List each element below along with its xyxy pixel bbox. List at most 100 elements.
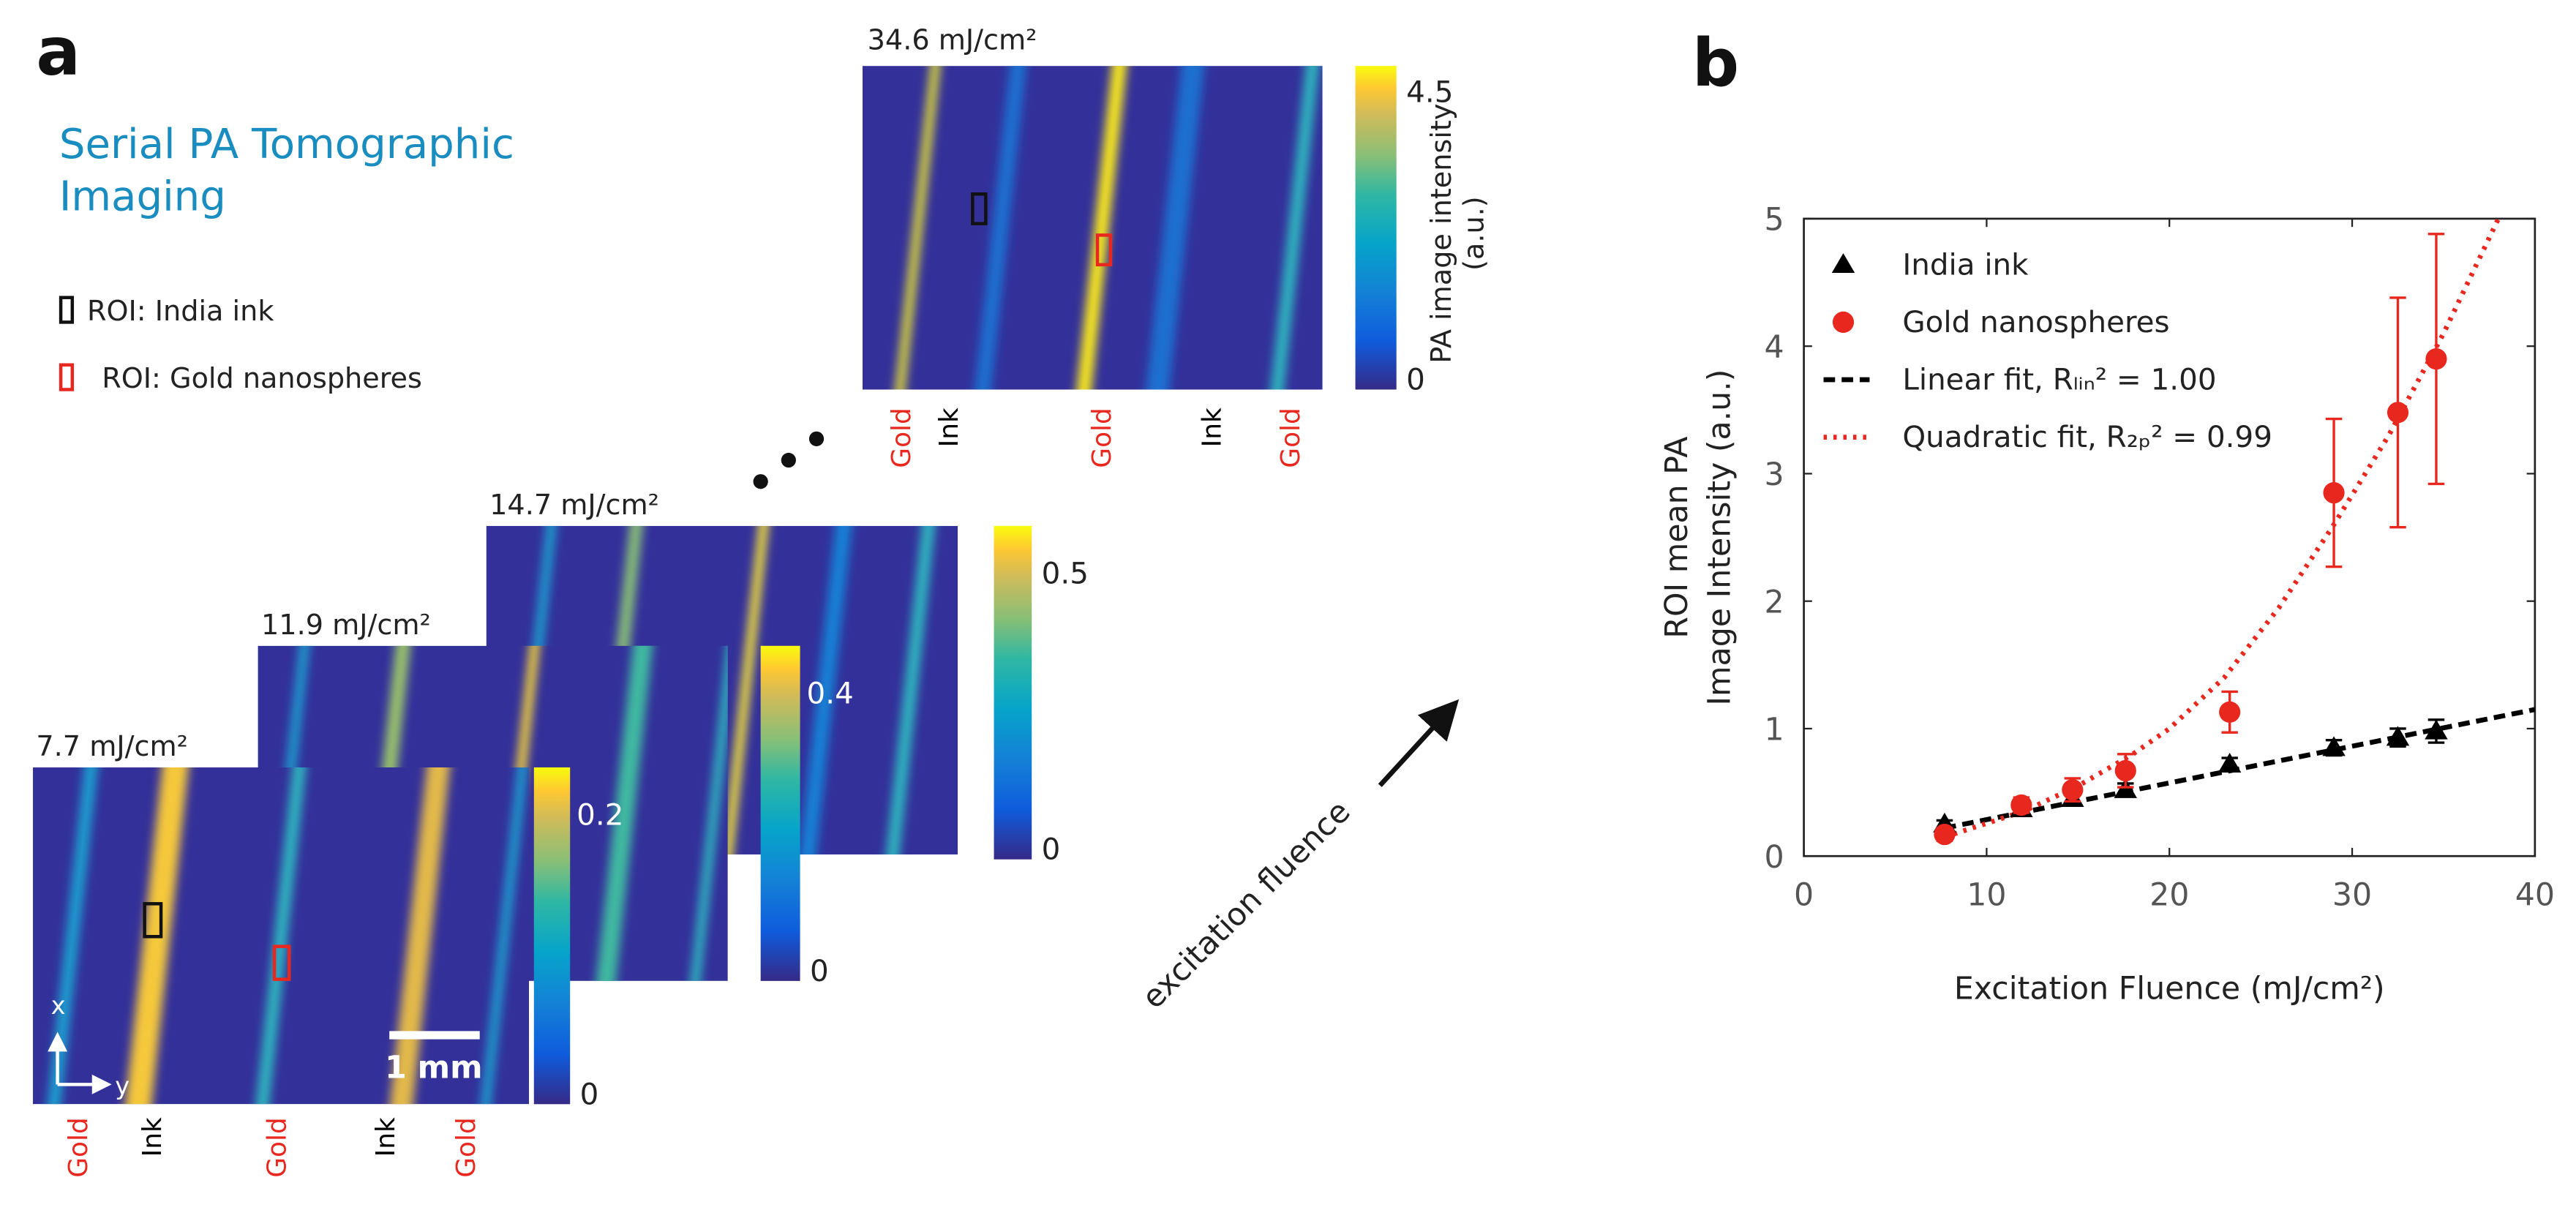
x-tick-label: 10 xyxy=(1967,877,2006,914)
scale-bar-label: 1 mm xyxy=(385,1049,482,1086)
colorbar-label: (a.u.) xyxy=(1459,196,1491,271)
axis-letter: x xyxy=(51,991,66,1020)
panel-title: Imaging xyxy=(59,173,226,221)
roi-legend: ROI: Gold nanospheres xyxy=(102,363,422,395)
point xyxy=(2425,719,2448,740)
colorbar-tick-label: 0.5 xyxy=(1042,555,1089,590)
roi-icon xyxy=(59,363,75,391)
panel-b: b 0 10 20 30 40 0 1 2 3 4 5 Excitation Fluence (mJ/c… xyxy=(1659,26,2555,1007)
point xyxy=(1934,823,1956,846)
roi-legend: ROI: India ink xyxy=(87,296,274,328)
point xyxy=(2062,778,2084,801)
roi-box xyxy=(143,902,163,939)
panel-a: a Serial PA Tomographic Imaging ROI: Ind… xyxy=(32,14,1491,1178)
y-axis-label: ROI mean PA xyxy=(1659,437,1695,639)
colorbar xyxy=(1355,66,1397,390)
legend-marker xyxy=(1831,253,1855,274)
ellipsis-dot xyxy=(781,452,796,468)
x-tick-label: 20 xyxy=(2149,877,2189,914)
lane-label: Ink xyxy=(371,1117,401,1157)
colorbar-tick-label: 0 xyxy=(580,1076,599,1111)
series xyxy=(1934,233,2447,846)
lane-label: Gold xyxy=(64,1117,94,1178)
heatmap-stripe xyxy=(1076,66,1127,390)
y-tick-label: 1 xyxy=(1765,712,1784,748)
y-tick-label: 4 xyxy=(1765,329,1784,366)
roi-box xyxy=(1095,233,1113,267)
point xyxy=(2218,753,2242,773)
lane-label: Ink xyxy=(1197,407,1227,447)
colorbar-tick-label: 0 xyxy=(810,953,829,988)
colorbar-tick-label: 0 xyxy=(1042,832,1061,867)
fluence-label: 14.7 mJ/cm² xyxy=(489,489,659,522)
legend-label: Linear fit, Rₗᵢₙ² = 1.00 xyxy=(1902,361,2216,397)
lane-label: Ink xyxy=(934,407,964,447)
heatmap-stripe xyxy=(722,525,769,854)
legend-label: Quadratic fit, R₂ₚ² = 0.99 xyxy=(1902,419,2272,454)
heatmap-stripe xyxy=(481,767,528,1105)
heatmap-stripe xyxy=(596,645,653,981)
y-axis-label: Image Intensity (a.u.) xyxy=(1702,369,1738,706)
panel-label: a xyxy=(36,14,80,90)
y-tick-label: 0 xyxy=(1765,839,1784,876)
heatmap-stripe xyxy=(886,525,936,854)
point xyxy=(2010,794,2032,816)
colorbar-tick-label: 0.2 xyxy=(577,797,623,833)
panel-label: b xyxy=(1692,26,1739,102)
heatmap-stripe xyxy=(895,66,941,390)
x-tick-label: 40 xyxy=(2515,877,2555,914)
heatmap-stripe xyxy=(389,767,450,1105)
legend-label: Gold nanospheres xyxy=(1902,304,2169,339)
lane-label: Gold xyxy=(1276,407,1306,468)
heatmap-stripe xyxy=(1270,66,1320,390)
colorbar-label: PA image intensity xyxy=(1426,104,1458,364)
lane-label: Gold xyxy=(263,1117,293,1178)
roi-box xyxy=(272,944,291,981)
axis-letter: y xyxy=(115,1072,129,1100)
point xyxy=(2114,759,2136,782)
fluence-label: 34.6 mJ/cm² xyxy=(868,25,1037,57)
pa-image-group: 4.5 0 34.6 mJ/cm² Gold Ink Gold Ink Gold xyxy=(862,25,1453,468)
fluence-label: 11.9 mJ/cm² xyxy=(261,609,431,642)
roi-box xyxy=(971,192,988,225)
heatmap-stripe xyxy=(255,767,307,1105)
heatmap-stripe xyxy=(1146,66,1205,390)
panel-title: Serial PA Tomographic xyxy=(59,121,514,168)
point xyxy=(2387,402,2409,424)
legend-marker xyxy=(1832,311,1855,334)
fit-line xyxy=(1943,218,2501,840)
colorbar xyxy=(994,525,1032,860)
lane-label: Gold xyxy=(887,407,917,468)
ellipsis-dot xyxy=(753,474,768,489)
y-tick-label: 3 xyxy=(1765,457,1784,493)
heatmap-stripe xyxy=(48,767,98,1105)
colorbar-tick-label: 0 xyxy=(1406,361,1425,397)
point xyxy=(2323,481,2345,504)
point xyxy=(2386,726,2410,746)
lane-label: Gold xyxy=(1087,407,1117,468)
heatmap xyxy=(32,767,530,1105)
heatmap xyxy=(862,66,1323,390)
fluence-arrow-label: excitation fluence xyxy=(1135,794,1357,1016)
heatmap-stripe xyxy=(690,645,728,981)
heatmap-stripe xyxy=(799,525,852,854)
legend-label: India ink xyxy=(1902,247,2029,282)
colorbar-tick-label: 4.5 xyxy=(1406,75,1453,110)
pa-image-group: 0.2 0 7.7 mJ/cm² Gold Ink Gold Ink Gold xyxy=(32,731,623,1178)
x-tick-label: 0 xyxy=(1794,877,1814,914)
roi-icon xyxy=(59,296,75,324)
x-tick-label: 30 xyxy=(2332,877,2372,914)
x-axis-label: Excitation Fluence (mJ/cm²) xyxy=(1954,971,2385,1007)
lane-label: Ink xyxy=(138,1117,168,1157)
fluence-label: 7.7 mJ/cm² xyxy=(36,731,188,763)
fluence-arrow xyxy=(1378,699,1460,787)
colorbar xyxy=(760,645,800,981)
y-tick-label: 5 xyxy=(1765,202,1784,238)
ellipsis-dot xyxy=(808,431,825,446)
colorbar-tick-label: 0.4 xyxy=(807,675,854,710)
lane-label: Gold xyxy=(451,1117,481,1178)
heatmap-stripe xyxy=(975,66,1026,390)
y-tick-label: 2 xyxy=(1765,584,1784,620)
point xyxy=(2322,736,2346,756)
